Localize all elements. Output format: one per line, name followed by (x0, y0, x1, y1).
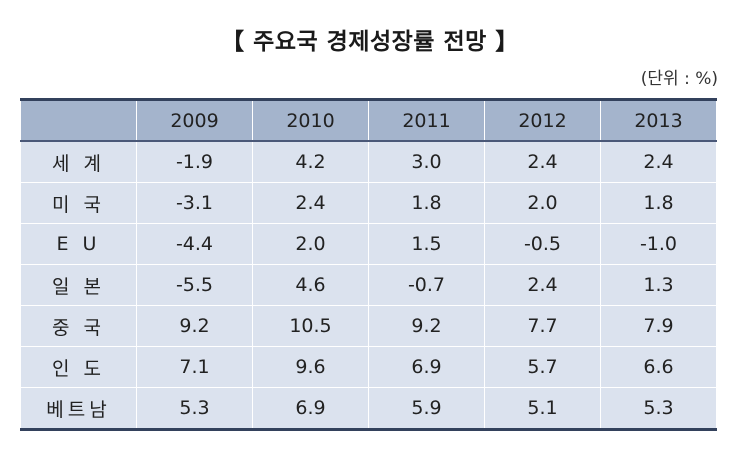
table-cell: 2.0 (484, 182, 601, 224)
table-row: E U -4.4 2.0 1.5 -0.5 -1.0 (20, 223, 717, 265)
table-cell: 6.9 (368, 346, 485, 388)
row-label: 일 본 (20, 264, 137, 306)
header-row: 2009 2010 2011 2012 2013 (20, 99, 717, 142)
table-cell: -3.1 (136, 182, 253, 224)
table-cell: 2.0 (252, 223, 369, 265)
table-cell: 5.3 (600, 387, 717, 430)
table-cell: -4.4 (136, 223, 253, 265)
table-cell: 9.2 (368, 305, 485, 347)
table-row: 세 계 -1.9 4.2 3.0 2.4 2.4 (20, 140, 717, 183)
table-cell: 7.1 (136, 346, 253, 388)
table-cell: 2.4 (484, 264, 601, 306)
table-row: 중 국 9.2 10.5 9.2 7.7 7.9 (20, 305, 717, 347)
header-year-2009: 2009 (136, 99, 253, 142)
table-cell: -5.5 (136, 264, 253, 306)
table-cell: 4.6 (252, 264, 369, 306)
table-cell: 5.7 (484, 346, 601, 388)
table-cell: 4.2 (252, 140, 369, 183)
row-label: 베트남 (20, 387, 137, 430)
table-cell: 2.4 (252, 182, 369, 224)
row-label: 인 도 (20, 346, 137, 388)
unit-label: (단위 : %) (640, 69, 718, 89)
header-year-2012: 2012 (484, 99, 601, 142)
header-corner-cell (20, 99, 137, 142)
header-year-2011: 2011 (368, 99, 485, 142)
header-year-2013: 2013 (600, 99, 717, 142)
table-cell: 2.4 (484, 140, 601, 183)
table-cell: 1.8 (368, 182, 485, 224)
table-cell: -0.5 (484, 223, 601, 265)
table-row: 미 국 -3.1 2.4 1.8 2.0 1.8 (20, 182, 717, 224)
table-cell: -0.7 (368, 264, 485, 306)
header-year-2010: 2010 (252, 99, 369, 142)
table-cell: 6.6 (600, 346, 717, 388)
table-cell: -1.9 (136, 140, 253, 183)
row-label: 세 계 (20, 140, 137, 183)
page-title: 【 주요국 경제성장률 전망 】 (221, 29, 519, 55)
table-cell: 5.1 (484, 387, 601, 430)
row-label: 중 국 (20, 305, 137, 347)
table-cell: 1.8 (600, 182, 717, 224)
table-cell: 9.2 (136, 305, 253, 347)
table-cell: 3.0 (368, 140, 485, 183)
table-cell: 10.5 (252, 305, 369, 347)
table-cell: 5.3 (136, 387, 253, 430)
table-cell: 1.5 (368, 223, 485, 265)
growth-table: 2009 2010 2011 2012 2013 세 계 -1.9 4.2 3.… (20, 98, 717, 431)
table-cell: 9.6 (252, 346, 369, 388)
table-cell: 5.9 (368, 387, 485, 430)
table-row: 인 도 7.1 9.6 6.9 5.7 6.6 (20, 346, 717, 388)
table-cell: -1.0 (600, 223, 717, 265)
table-cell: 6.9 (252, 387, 369, 430)
table-cell: 1.3 (600, 264, 717, 306)
table-cell: 2.4 (600, 140, 717, 183)
table-row: 일 본 -5.5 4.6 -0.7 2.4 1.3 (20, 264, 717, 306)
row-label: E U (20, 223, 137, 265)
table-row: 베트남 5.3 6.9 5.9 5.1 5.3 (20, 387, 717, 430)
row-label: 미 국 (20, 182, 137, 224)
table-cell: 7.7 (484, 305, 601, 347)
table-cell: 7.9 (600, 305, 717, 347)
